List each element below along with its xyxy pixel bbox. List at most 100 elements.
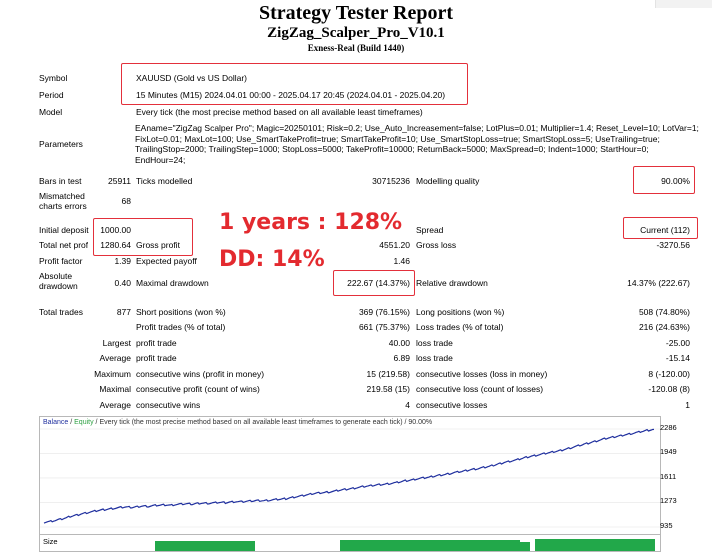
maxdd-value: 222.67 (14.37%)	[347, 278, 410, 288]
profittrades-value: 661 (75.37%)	[358, 322, 410, 332]
trades-label: Total trades	[39, 307, 83, 317]
chart-legend: Balance / Equity / Every tick (the most …	[43, 419, 432, 426]
legend-rest: / Every tick (the most precise method ba…	[93, 419, 433, 426]
cons-loss-count-label: consecutive loss (count of losses)	[416, 384, 544, 394]
spread-label: Spread	[416, 225, 444, 235]
quality-label: Modelling quality	[416, 176, 480, 186]
absdd-label-line1: Absolute	[39, 271, 73, 281]
parameters-label: Parameters	[39, 139, 83, 149]
size-bar-segment	[520, 542, 530, 551]
y-tick-label: 935	[660, 521, 673, 530]
absdd-label: Absolute drawdown	[39, 271, 78, 291]
balance-line	[43, 428, 655, 524]
period-label: Period	[39, 90, 64, 100]
grossprofit-label: Gross profit	[136, 240, 180, 250]
losstrades-label: Loss trades (% of total)	[416, 322, 504, 332]
build-info: Exness-Real (Build 1440)	[307, 43, 405, 53]
cons-loss-count-value: -120.08 (8)	[648, 384, 690, 394]
reldd-label: Relative drawdown	[416, 278, 488, 288]
grossloss-label: Gross loss	[416, 240, 457, 250]
maximal-label: Maximal	[99, 384, 131, 394]
period-value: 15 Minutes (M15) 2024.04.01 00:00 - 2025…	[136, 90, 446, 100]
avg-loss-label: loss trade	[416, 353, 453, 363]
legend-sep: /	[68, 419, 75, 426]
model-label: Model	[39, 107, 63, 117]
avg-profit-value: 6.89	[393, 353, 410, 363]
ticks-value: 30715236	[372, 176, 410, 186]
dd-annotation: DD: 14%	[219, 247, 325, 272]
ticks-label: Ticks modelled	[136, 176, 193, 186]
netprofit-value: 1280.64	[88, 240, 131, 250]
avg-loss-value: -15.14	[665, 353, 690, 363]
profittrades-label: Profit trades (% of total)	[136, 322, 226, 332]
size-bar: Size	[39, 534, 661, 552]
spread-value: Current (112)	[640, 225, 690, 235]
long-value: 508 (74.80%)	[638, 307, 690, 317]
avg-cons-wins-value: 4	[405, 400, 410, 410]
cons-losses-money-value: 8 (-120.00)	[648, 369, 690, 379]
quality-value: 90.00%	[661, 176, 690, 186]
y-tick-label: 1949	[660, 447, 677, 457]
largest-loss-value: -25.00	[665, 338, 690, 348]
absdd-label-line2: drawdown	[39, 281, 78, 291]
bars-label: Bars in test	[39, 176, 82, 186]
maxdd-highlight	[333, 270, 415, 296]
avg-profit-label: profit trade	[136, 353, 177, 363]
maximum-label: Maximum	[94, 369, 131, 379]
maxdd-label: Maximal drawdown	[136, 278, 209, 288]
years-annotation: 1 years : 128%	[219, 210, 403, 235]
largest-loss-label: loss trade	[416, 338, 453, 348]
avg-cons-losses-label: consecutive losses	[416, 400, 488, 410]
legend-balance: Balance	[43, 419, 69, 426]
y-tick-label: 1273	[660, 496, 677, 506]
size-bar-segment	[155, 541, 255, 551]
cons-profit-count-label: consecutive profit (count of wins)	[136, 384, 260, 394]
size-bar-segment	[535, 539, 655, 551]
deposit-value: 1000.00	[100, 225, 131, 235]
symbol-value: XAUUSD (Gold vs US Dollar)	[136, 73, 247, 83]
avg-cons-wins-label: consecutive wins	[136, 400, 201, 410]
largest-profit-value: 40.00	[388, 338, 410, 348]
reldd-value: 14.37% (222.67)	[627, 278, 690, 288]
average-cons-label: Average	[99, 400, 131, 410]
symbol-period-highlight	[121, 63, 468, 105]
pf-label: Profit factor	[39, 256, 83, 266]
report-title: Strategy Tester Report	[258, 2, 454, 24]
quality-highlight	[633, 166, 695, 194]
netprofit-label: Total net profit	[39, 240, 93, 250]
size-bar-segment	[340, 540, 520, 551]
symbol-label: Symbol	[39, 73, 68, 83]
short-label: Short positions (won %)	[136, 307, 226, 317]
parameters-value: EAname="ZigZag Scalper Pro"; Magic=20250…	[135, 123, 699, 165]
long-label: Long positions (won %)	[416, 307, 505, 317]
bars-value: 25911	[107, 176, 131, 186]
size-plot	[155, 539, 655, 551]
absdd-value: 0.40	[114, 278, 131, 288]
average-label: Average	[99, 353, 131, 363]
y-tick-label: 2286	[660, 423, 677, 432]
size-label: Size	[43, 537, 58, 546]
spread-highlight	[623, 217, 698, 239]
grossloss-value: -3270.56	[656, 240, 690, 250]
largest-profit-label: profit trade	[136, 338, 177, 348]
cons-profit-count-value: 219.58 (15)	[366, 384, 410, 394]
mismatched-value: 68	[121, 196, 131, 206]
model-value: Every tick (the most precise method base…	[136, 107, 423, 117]
mismatched-label-line1: Mismatched	[39, 191, 85, 201]
legend-equity: Equity	[74, 419, 94, 426]
y-tick-label: 1611	[660, 471, 677, 481]
grossprofit-value: 4551.20	[379, 240, 410, 250]
avg-cons-losses-value: 1	[685, 400, 690, 410]
largest-label: Largest	[102, 338, 131, 348]
chart-plot	[40, 428, 660, 528]
ea-name: ZigZag_Scalper_Pro_V10.1	[267, 25, 445, 41]
deposit-label: Initial deposit	[39, 225, 89, 235]
mismatched-label-line2: charts errors	[39, 201, 87, 211]
cons-losses-money-label: consecutive losses (loss in money)	[416, 369, 548, 379]
payoff-label: Expected payoff	[136, 256, 197, 266]
cons-wins-money-label: consecutive wins (profit in money)	[136, 369, 265, 379]
trades-value: 877	[116, 307, 131, 317]
balance-chart: Balance / Equity / Every tick (the most …	[39, 416, 661, 535]
mismatched-label: Mismatched charts errors	[39, 191, 87, 211]
deposit-profit-highlight	[93, 218, 193, 256]
